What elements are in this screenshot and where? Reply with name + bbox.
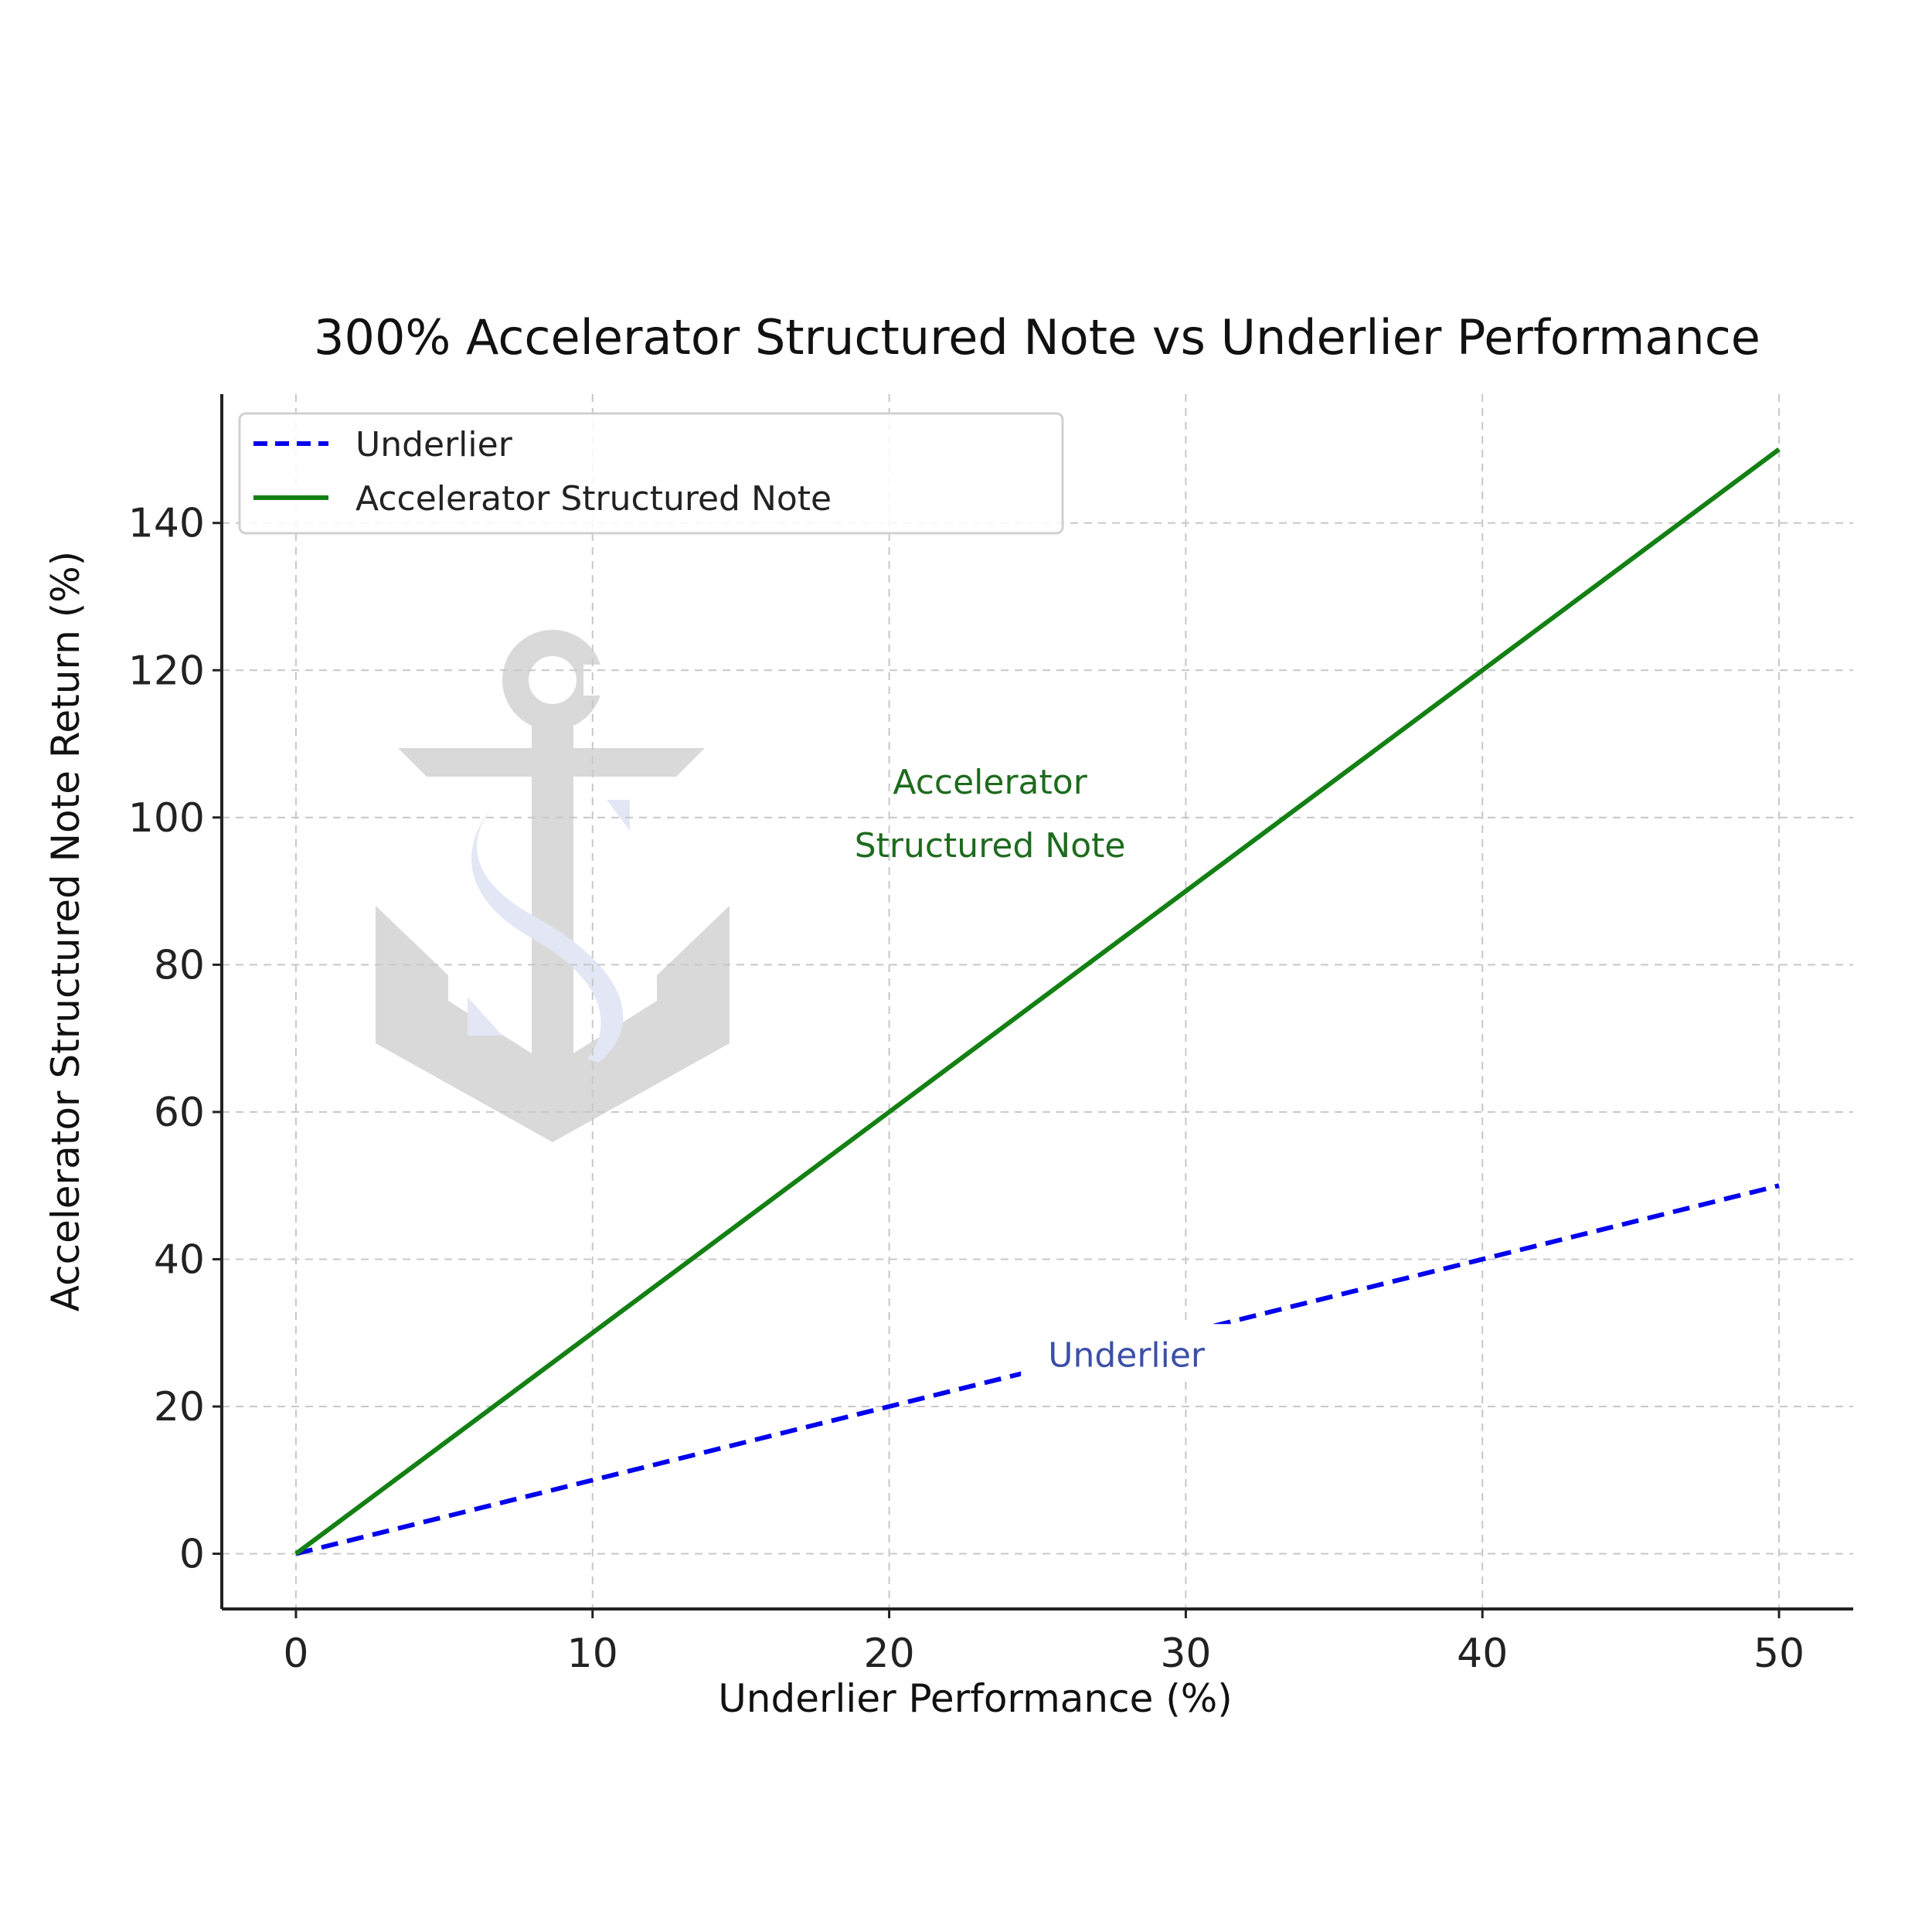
- legend-box: [238, 412, 1064, 535]
- y-tick-label-140: 140: [128, 501, 205, 547]
- y-tick-label-60: 60: [154, 1090, 205, 1136]
- x-axis-label: Underlier Performance (%): [718, 1676, 1233, 1721]
- annotation-label-1-0: Underlier: [1048, 1335, 1206, 1375]
- annotation-label-0-0: Accelerator: [893, 763, 1087, 802]
- y-tick-label-80: 80: [154, 942, 205, 988]
- x-tick-label-50: 50: [1753, 1631, 1804, 1677]
- grid-lines: [222, 394, 1853, 1609]
- x-tick-label-10: 10: [567, 1631, 618, 1677]
- series-layer: [294, 447, 1781, 1556]
- tick-labels: 0 10 20 30 40 50 0 20 40 60 80 100 120 140: [128, 501, 1804, 1677]
- y-tick-label-120: 120: [128, 648, 205, 694]
- chart-title: 300% Accelerator Structured Note vs Unde…: [314, 309, 1760, 366]
- annotation-label-0-1: Structured Note: [855, 826, 1126, 866]
- legend-label-accelerator-structured-note: Accelerator Structured Note: [355, 479, 832, 519]
- annotation-background: [1021, 1324, 1233, 1379]
- legend-label-underlier: Underlier: [355, 425, 513, 464]
- y-tick-label-100: 100: [128, 795, 205, 842]
- y-axis-label: Accelerator Structured Note Return (%): [43, 551, 88, 1311]
- y-tick-label-40: 40: [154, 1236, 205, 1283]
- anchor-logo-icon: [376, 630, 730, 1142]
- x-tick-label-30: 30: [1160, 1631, 1211, 1677]
- y-tick-label-20: 20: [154, 1384, 205, 1430]
- y-tick-label-0: 0: [179, 1532, 205, 1578]
- x-tick-label-40: 40: [1457, 1631, 1508, 1677]
- x-tick-label-0: 0: [283, 1631, 308, 1677]
- legend: Underlier Accelerator Structured Note: [238, 412, 1064, 535]
- series-line-accelerator-structured-note: [294, 447, 1781, 1556]
- x-tick-label-20: 20: [864, 1631, 915, 1677]
- annotations: Accelerator Structured Note Underlier: [855, 763, 1233, 1379]
